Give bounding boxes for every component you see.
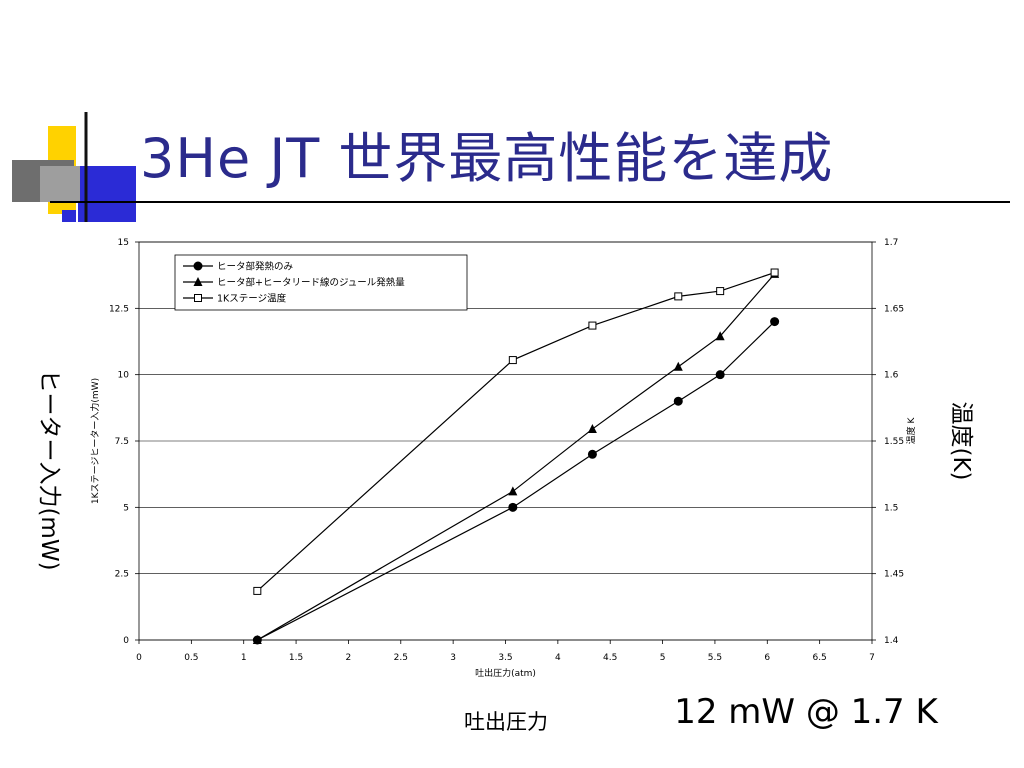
- y-left-tick-label: 5: [123, 503, 129, 513]
- series-line: [256, 271, 775, 592]
- x-axis-title: 吐出圧力: [464, 710, 548, 734]
- right-axis-title: 温度(K): [948, 401, 974, 481]
- legend-label: 1Kステージ温度: [217, 293, 287, 305]
- blue-square: [78, 166, 136, 222]
- y-left-tick-label: 0: [123, 636, 129, 646]
- x-tick-label: 4.5: [603, 653, 617, 663]
- y-left-tick-label: 12.5: [109, 304, 129, 314]
- data-point: [508, 502, 518, 512]
- series-line: [257, 273, 776, 641]
- x-tick-label: 1.5: [289, 653, 303, 663]
- x-tick-label: 7: [869, 653, 875, 663]
- x-axis-label: 吐出圧力(atm): [475, 667, 536, 679]
- data-point: [252, 635, 262, 644]
- blue-corner-mark: [62, 210, 76, 222]
- data-point: [508, 356, 517, 365]
- data-point: [673, 361, 683, 371]
- data-point: [587, 424, 597, 434]
- x-tick-label: 1: [241, 653, 247, 663]
- x-tick-label: 5: [660, 653, 666, 663]
- y-right-axis-label: 温度 K: [905, 417, 917, 445]
- y-right-tick-label: 1.4: [884, 636, 899, 646]
- data-point: [716, 287, 725, 296]
- y-left-tick-label: 7.5: [115, 437, 129, 447]
- legend-marker: [194, 294, 202, 302]
- slide-title: 3He JT 世界最高性能を達成: [140, 127, 834, 190]
- x-tick-label: 6: [764, 653, 770, 663]
- y-left-tick-label: 15: [118, 238, 129, 248]
- data-point: [770, 268, 779, 277]
- x-tick-label: 4: [555, 653, 561, 663]
- data-point: [588, 321, 597, 330]
- x-tick-label: 0.5: [184, 653, 198, 663]
- y-left-tick-label: 2.5: [115, 570, 129, 580]
- data-point: [253, 586, 262, 595]
- y-right-tick-label: 1.6: [884, 371, 899, 381]
- y-right-tick-label: 1.7: [884, 238, 898, 248]
- y-right-tick-label: 1.5: [884, 503, 898, 513]
- y-left-axis-label: 1Kステージヒーター入力(mW): [89, 378, 101, 504]
- x-tick-label: 3.5: [498, 653, 512, 663]
- x-tick-label: 2.5: [394, 653, 408, 663]
- y-left-tick-label: 10: [118, 371, 130, 381]
- data-point: [508, 486, 518, 496]
- legend-label: ヒータ部発熱のみ: [217, 261, 293, 273]
- data-point: [715, 370, 725, 380]
- title-decoration: [12, 112, 1010, 222]
- y-right-tick-label: 1.65: [884, 304, 904, 314]
- series-line: [257, 321, 776, 641]
- legend-marker: [193, 277, 203, 286]
- left-axis-title: ヒーター入力(mW): [36, 369, 62, 571]
- y-right-tick-label: 1.55: [884, 437, 904, 447]
- x-tick-label: 6.5: [812, 653, 826, 663]
- data-point: [715, 331, 725, 341]
- legend-label: ヒータ部+ヒータリード線のジュール発熱量: [217, 277, 405, 289]
- x-tick-label: 0: [136, 653, 142, 663]
- x-tick-label: 2: [346, 653, 352, 663]
- data-point: [673, 396, 683, 406]
- legend-box: [174, 254, 468, 311]
- performance-note: 12 mW @ 1.7 K: [674, 692, 938, 732]
- x-tick-label: 5.5: [708, 653, 722, 663]
- gray-gradient-bar-light: [40, 166, 80, 202]
- x-tick-label: 3: [450, 653, 456, 663]
- y-right-tick-label: 1.45: [884, 570, 904, 580]
- data-point: [674, 292, 683, 301]
- data-point: [587, 449, 597, 459]
- legend-marker: [193, 261, 203, 271]
- data-point: [770, 317, 780, 327]
